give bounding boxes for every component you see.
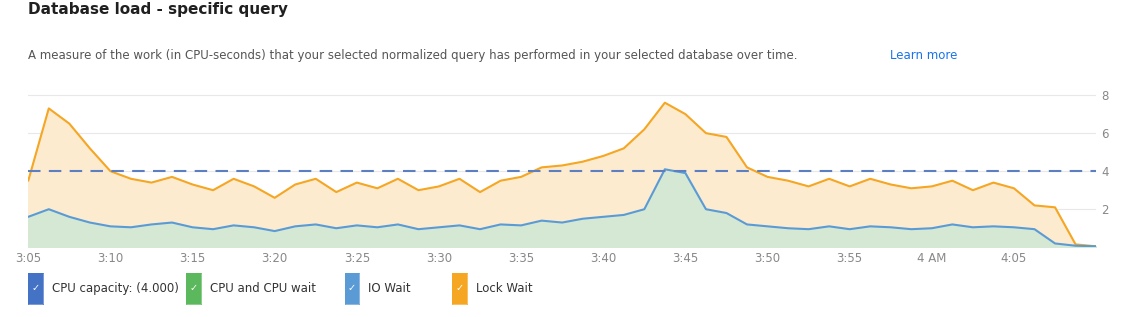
Text: Learn more: Learn more: [890, 49, 958, 62]
Text: CPU capacity: (4.000): CPU capacity: (4.000): [52, 282, 179, 295]
Text: ✓: ✓: [348, 283, 356, 294]
Text: A measure of the work (in CPU-seconds) that your selected normalized query has p: A measure of the work (in CPU-seconds) t…: [28, 49, 801, 62]
Text: CPU and CPU wait: CPU and CPU wait: [210, 282, 316, 295]
Text: ✓: ✓: [32, 283, 40, 294]
Text: ✓: ✓: [190, 283, 198, 294]
Text: IO Wait: IO Wait: [368, 282, 411, 295]
Text: Lock Wait: Lock Wait: [476, 282, 532, 295]
Text: Database load - specific query: Database load - specific query: [28, 2, 288, 16]
Text: ✓: ✓: [455, 283, 463, 294]
